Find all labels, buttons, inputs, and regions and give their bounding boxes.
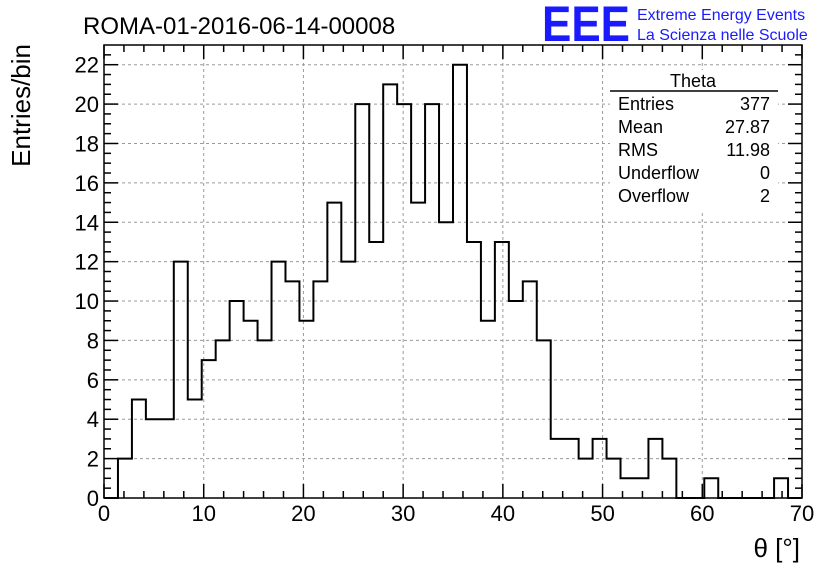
y-axis-title: Entries/bin xyxy=(6,44,36,167)
x-tick-labels: 0 10 20 30 40 50 60 70 xyxy=(98,501,814,526)
x-tick-label: 50 xyxy=(590,501,614,526)
stats-label-rms: RMS xyxy=(618,140,658,160)
y-tick-label: 6 xyxy=(87,368,99,393)
y-tick-label: 20 xyxy=(75,92,99,117)
y-tick-label: 22 xyxy=(75,53,99,78)
stats-box-title: Theta xyxy=(670,71,717,91)
x-tick-label: 60 xyxy=(690,501,714,526)
x-tick-label: 20 xyxy=(291,501,315,526)
x-tick-label: 40 xyxy=(491,501,515,526)
stats-value-mean: 27.87 xyxy=(725,117,770,137)
stats-label-entries: Entries xyxy=(618,94,674,114)
x-tick-label: 30 xyxy=(391,501,415,526)
histogram-outline xyxy=(104,63,802,499)
stats-label-overflow: Overflow xyxy=(618,186,690,206)
logo: EEE Extreme Energy Events La Scienza nel… xyxy=(542,0,808,52)
x-tick-label: 0 xyxy=(98,501,110,526)
x-axis-title: θ [°] xyxy=(753,533,800,563)
chart-title: ROMA-01-2016-06-14-00008 xyxy=(83,13,395,40)
stats-box-background xyxy=(610,70,778,210)
stats-box: Theta Entries 377 Mean 27.87 RMS 11.98 U… xyxy=(610,70,778,210)
y-tick-labels: 0 2 4 6 8 10 12 14 16 18 20 22 xyxy=(75,53,99,511)
y-tick-label: 14 xyxy=(75,210,99,235)
logo-line-1: Extreme Energy Events xyxy=(637,7,805,24)
stats-label-underflow: Underflow xyxy=(618,163,700,183)
y-tick-label: 0 xyxy=(87,486,99,511)
y-tick-label: 2 xyxy=(87,447,99,472)
stats-label-mean: Mean xyxy=(618,117,663,137)
y-tick-label: 8 xyxy=(87,328,99,353)
y-tick-label: 4 xyxy=(87,407,99,432)
stats-value-rms: 11.98 xyxy=(726,140,770,160)
axis-ticks xyxy=(103,45,803,499)
y-tick-label: 18 xyxy=(75,131,99,156)
y-tick-label: 10 xyxy=(75,289,99,314)
stats-value-entries: 377 xyxy=(740,94,770,114)
stats-value-overflow: 2 xyxy=(760,186,770,206)
x-tick-label: 70 xyxy=(790,501,814,526)
stats-value-underflow: 0 xyxy=(760,163,770,183)
y-tick-label: 16 xyxy=(75,171,99,196)
logo-line-2: La Scienza nelle Scuole xyxy=(637,27,808,44)
y-tick-label: 12 xyxy=(75,250,99,275)
logo-mark: EEE xyxy=(542,0,630,52)
x-tick-label: 10 xyxy=(191,501,215,526)
